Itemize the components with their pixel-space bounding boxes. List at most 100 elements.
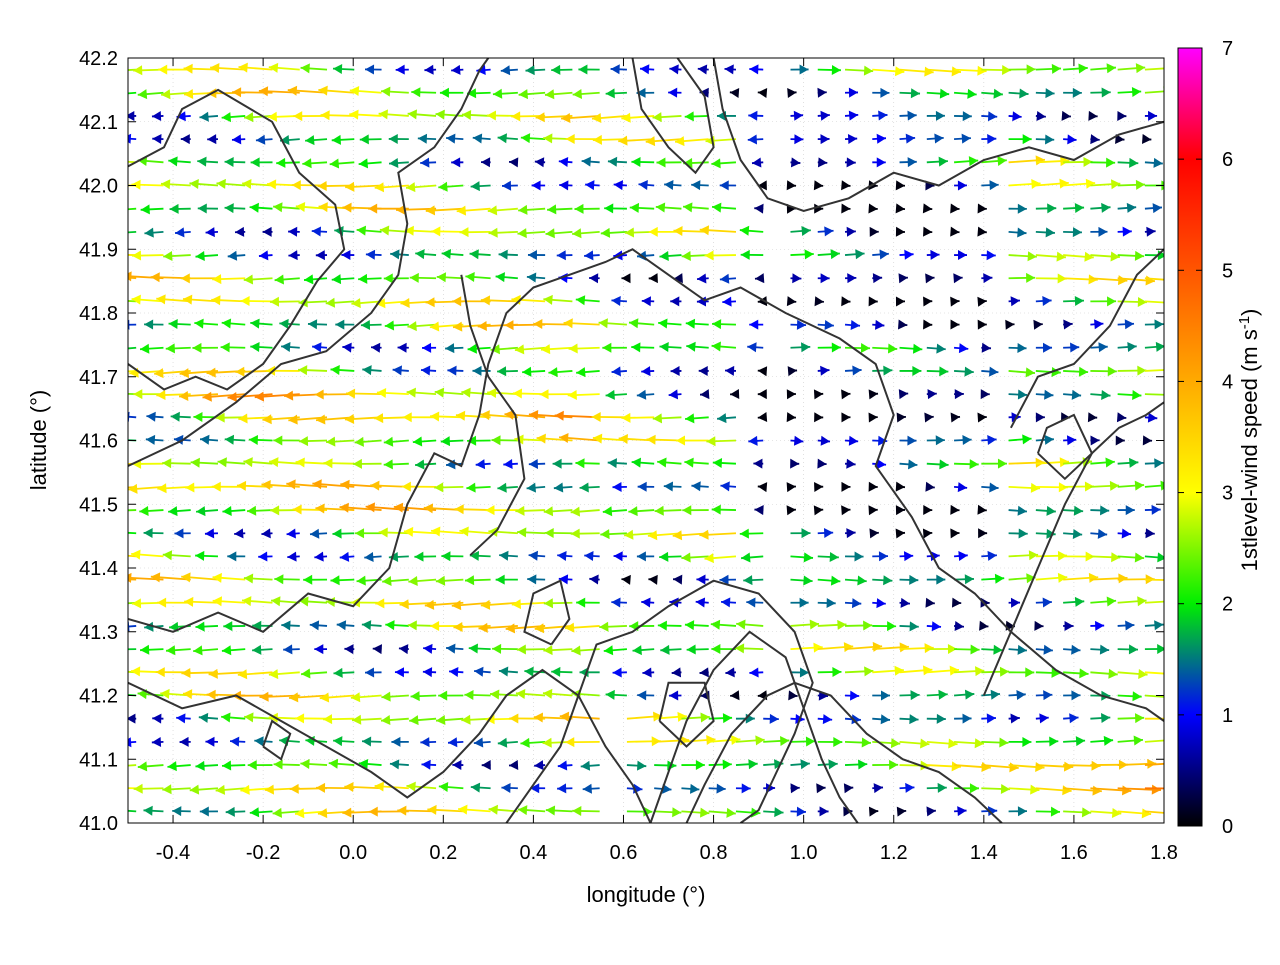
wind-vector-head	[1042, 296, 1051, 306]
wind-vector-head	[1098, 342, 1107, 352]
wind-vector-head	[589, 273, 598, 283]
wind-vector-head	[456, 411, 465, 421]
wind-vector-head	[163, 550, 172, 560]
wind-vector-head	[601, 228, 610, 238]
wind-vector-head	[599, 318, 608, 328]
wind-vector-head	[897, 807, 906, 817]
x-tick-label: 0.4	[519, 842, 547, 864]
wind-vector-head	[950, 528, 959, 538]
wind-vector-head	[722, 297, 731, 307]
wind-vector-head	[275, 274, 284, 284]
wind-vector-head	[138, 89, 147, 99]
wind-vector-head	[611, 597, 620, 607]
wind-vector-head	[288, 227, 297, 237]
wind-vector-head	[1117, 412, 1126, 422]
wind-vector-head	[1079, 668, 1088, 678]
wind-vector-head	[493, 89, 502, 99]
wind-vector-head	[923, 528, 932, 538]
wind-vector-head	[1078, 64, 1087, 74]
wind-vector-head	[600, 529, 609, 539]
wind-vector-head	[576, 598, 585, 608]
wind-vector-head	[366, 250, 375, 260]
wind-vector-head	[489, 228, 498, 238]
wind-vector-head	[114, 644, 123, 654]
wind-vector-head	[501, 65, 510, 75]
wind-vector-head	[106, 666, 115, 676]
wind-vector-head	[657, 457, 666, 467]
wind-vector-head	[451, 65, 460, 75]
wind-vector-head	[911, 88, 920, 98]
wind-vector-shaft	[112, 209, 136, 211]
wind-vector-head	[711, 644, 720, 654]
wind-vector-head	[1142, 134, 1151, 144]
wind-vector-head	[452, 600, 461, 610]
wind-vector-head	[660, 645, 669, 655]
wind-vector-head	[1088, 412, 1097, 422]
y-tick-label: 41.1	[79, 749, 118, 771]
wind-vector-head	[391, 737, 400, 747]
wind-vector-head	[870, 227, 879, 237]
wind-vector-head	[222, 645, 231, 655]
wind-vector-head	[481, 600, 490, 610]
wind-vector-head	[569, 344, 578, 354]
wind-vector-head	[420, 158, 429, 168]
wind-vector-head	[685, 413, 694, 423]
wind-vector-head	[817, 88, 826, 98]
wind-vector-head	[700, 808, 709, 818]
wind-vector-head	[573, 89, 582, 99]
wind-vector-head	[621, 273, 630, 283]
wind-vector-head	[712, 505, 721, 515]
wind-vector-head	[206, 227, 215, 237]
y-tick-label: 42.1	[79, 112, 118, 134]
wind-vector-head	[113, 89, 122, 99]
wind-vector-head	[1126, 505, 1135, 515]
wind-vector-head	[156, 667, 165, 677]
wind-vector-head	[222, 318, 231, 328]
wind-vector-head	[106, 156, 115, 166]
wind-vector-head	[527, 273, 536, 283]
wind-vector-head	[656, 203, 665, 213]
wind-vector-head	[181, 668, 190, 678]
wind-vector-head	[720, 180, 729, 190]
wind-vector-head	[498, 133, 507, 143]
wind-vector-head	[195, 251, 204, 261]
wind-vector-head	[686, 319, 695, 329]
wind-vector-head	[905, 783, 914, 793]
wind-vector-head	[787, 412, 796, 422]
wind-vector-head	[181, 273, 190, 283]
wind-vector-head	[318, 808, 327, 818]
wind-vector-head	[832, 343, 841, 353]
wind-vector-head	[876, 598, 885, 608]
wind-vector-head	[382, 576, 391, 586]
wind-vector-head	[411, 691, 420, 701]
wind-vector-shaft	[109, 393, 136, 394]
wind-vector-head	[244, 712, 253, 722]
wind-vector-head	[543, 738, 552, 748]
wind-vector-head	[340, 552, 349, 562]
wind-vector-head	[554, 483, 563, 493]
wind-vector-head	[415, 249, 424, 259]
wind-vector-head	[529, 459, 538, 469]
wind-vector-head	[326, 437, 335, 447]
wind-vector-head	[431, 526, 440, 536]
wind-vector-head	[131, 666, 140, 676]
wind-vector-head	[818, 157, 827, 167]
wind-vector-head	[847, 227, 856, 237]
wind-vector-head	[407, 388, 416, 398]
wind-vector-head	[244, 112, 253, 122]
wind-vector-head	[281, 342, 290, 352]
wind-vector-head	[262, 414, 271, 424]
wind-vector-head	[1071, 645, 1080, 655]
wind-vector-head	[225, 203, 234, 213]
wind-vector-head	[168, 156, 177, 166]
wind-vector-head	[989, 482, 998, 492]
wind-vector-head	[897, 412, 906, 422]
wind-vector-head	[518, 805, 527, 815]
wind-vector-head	[810, 620, 819, 630]
wind-vector-head	[509, 713, 518, 723]
wind-vector-head	[868, 505, 877, 515]
wind-vector-head	[1012, 111, 1021, 121]
wind-vector-head	[181, 572, 190, 582]
wind-vector-head	[673, 226, 682, 236]
wind-vector-head	[534, 760, 543, 770]
